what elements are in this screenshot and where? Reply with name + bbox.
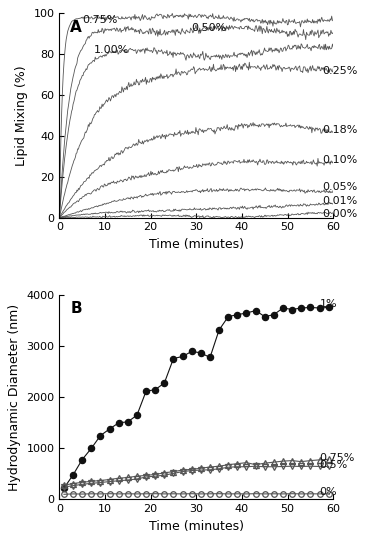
Text: 0.10%: 0.10% <box>322 155 357 165</box>
Text: 0.75%: 0.75% <box>82 14 118 25</box>
Text: 1.00%: 1.00% <box>93 45 129 55</box>
Text: 1%: 1% <box>319 300 337 309</box>
Text: 0.75%: 0.75% <box>319 453 355 462</box>
Text: 0.01%: 0.01% <box>322 197 357 206</box>
Text: A: A <box>70 19 82 34</box>
Y-axis label: Lipid Mixing (%): Lipid Mixing (%) <box>15 65 28 166</box>
Text: 0%: 0% <box>319 487 337 497</box>
Text: 0.18%: 0.18% <box>322 125 357 135</box>
X-axis label: Time (minutes): Time (minutes) <box>149 238 244 251</box>
Text: 0.00%: 0.00% <box>322 208 357 219</box>
Text: 0.25%: 0.25% <box>322 66 357 76</box>
Y-axis label: Hydrodynamic Diameter (nm): Hydrodynamic Diameter (nm) <box>8 304 21 491</box>
Text: 0.50%: 0.50% <box>192 23 227 33</box>
X-axis label: Time (minutes): Time (minutes) <box>149 520 244 533</box>
Text: 0.5%: 0.5% <box>319 460 348 470</box>
Text: B: B <box>70 301 82 316</box>
Text: 0.05%: 0.05% <box>322 182 357 192</box>
